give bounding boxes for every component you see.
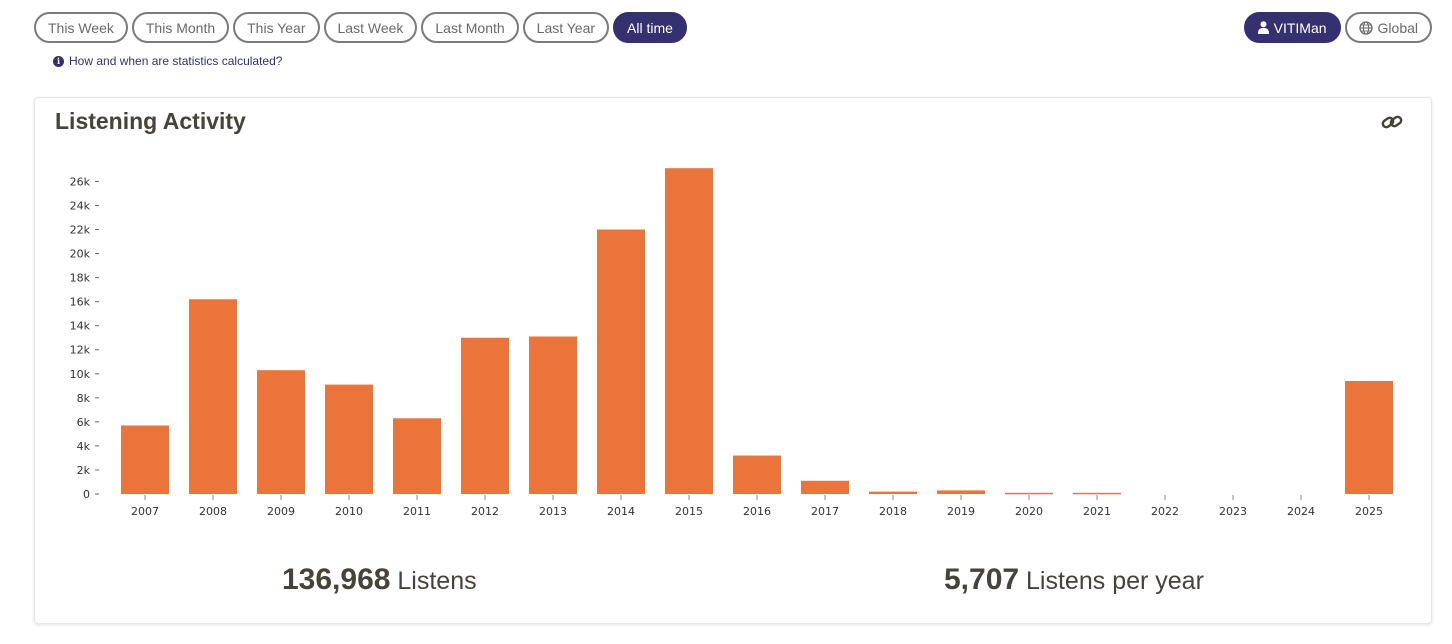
x-tick-label: 2008: [199, 505, 227, 518]
total-listens: 136,968 Listens: [282, 563, 477, 597]
y-tick-label: 20k: [70, 248, 91, 261]
range-last-month-button[interactable]: Last Month: [421, 12, 519, 43]
x-tick-label: 2011: [403, 505, 431, 518]
bar-2019[interactable]: [937, 490, 985, 494]
x-tick-label: 2025: [1355, 505, 1383, 518]
bar-2018[interactable]: [869, 491, 917, 494]
x-tick-label: 2020: [1015, 505, 1043, 518]
x-tick-label: 2007: [131, 505, 159, 518]
y-tick-label: 22k: [70, 224, 91, 237]
range-this-year-button[interactable]: This Year: [233, 12, 320, 43]
x-tick-label: 2023: [1219, 505, 1247, 518]
user-global-toggle: VITIMan Global: [1243, 12, 1432, 43]
range-last-week-button[interactable]: Last Week: [323, 12, 418, 43]
x-tick-label: 2017: [811, 505, 839, 518]
user-button-label: VITIMan: [1273, 19, 1327, 36]
y-tick-label: 4k: [77, 440, 91, 453]
info-icon: i: [53, 55, 64, 67]
listens-per-year: 5,707 Listens per year: [944, 563, 1204, 597]
listens-per-year-label: Listens per year: [1026, 567, 1204, 595]
bar-2014[interactable]: [597, 229, 645, 494]
bar-2013[interactable]: [529, 336, 577, 494]
x-tick-label: 2013: [539, 505, 567, 518]
y-tick-label: 18k: [70, 272, 91, 285]
x-tick-label: 2016: [743, 505, 771, 518]
bar-2007[interactable]: [121, 425, 169, 494]
range-this-week-button[interactable]: This Week: [34, 12, 128, 43]
x-tick-label: 2022: [1151, 505, 1179, 518]
listens-per-year-value: 5,707: [944, 563, 1020, 596]
x-tick-label: 2019: [947, 505, 975, 518]
y-tick-label: 26k: [70, 175, 91, 188]
total-listens-value: 136,968: [282, 563, 391, 596]
statistics-info-text: How and when are statistics calculated?: [69, 54, 283, 68]
bar-2009[interactable]: [257, 370, 305, 494]
bar-2010[interactable]: [325, 384, 373, 494]
link-icon[interactable]: [1381, 113, 1403, 136]
y-tick-label: 2k: [77, 464, 91, 477]
bar-2015[interactable]: [665, 168, 713, 494]
globe-icon: [1358, 20, 1373, 35]
bar-2012[interactable]: [461, 337, 509, 494]
bar-2020[interactable]: [1005, 492, 1053, 495]
y-tick-label: 24k: [70, 199, 91, 212]
y-tick-label: 12k: [70, 344, 91, 357]
y-tick-label: 8k: [77, 392, 91, 405]
global-button[interactable]: Global: [1344, 12, 1432, 43]
x-tick-label: 2021: [1083, 505, 1111, 518]
x-tick-label: 2015: [675, 505, 703, 518]
range-this-month-button[interactable]: This Month: [131, 12, 230, 43]
y-tick-label: 6k: [77, 416, 91, 429]
y-tick-label: 0: [83, 488, 90, 501]
card-title: Listening Activity: [55, 108, 246, 134]
global-button-label: Global: [1377, 19, 1418, 36]
bar-2021[interactable]: [1073, 492, 1121, 495]
x-tick-label: 2010: [335, 505, 363, 518]
bar-2008[interactable]: [189, 299, 237, 494]
bar-2011[interactable]: [393, 418, 441, 494]
statistics-info-link[interactable]: i How and when are statistics calculated…: [53, 54, 282, 68]
x-tick-label: 2009: [267, 505, 295, 518]
y-tick-label: 16k: [70, 296, 91, 309]
x-tick-label: 2014: [607, 505, 635, 518]
y-tick-label: 10k: [70, 368, 91, 381]
x-tick-label: 2024: [1287, 505, 1315, 518]
user-icon: [1257, 21, 1269, 34]
x-tick-label: 2012: [471, 505, 499, 518]
x-tick-label: 2018: [879, 505, 907, 518]
range-selector: This Week This Month This Year Last Week…: [34, 12, 687, 43]
listening-activity-card: Listening Activity 0 2k 4k 6k 8k 10k 12k 14k 16k…: [34, 97, 1432, 624]
user-button[interactable]: VITIMan: [1243, 12, 1341, 43]
y-tick-label: 14k: [70, 320, 91, 333]
total-listens-label: Listens: [397, 567, 477, 595]
bar-2025[interactable]: [1345, 380, 1393, 494]
range-last-year-button[interactable]: Last Year: [522, 12, 610, 43]
listening-activity-chart: 0 2k 4k 6k 8k 10k 12k 14k 16k 18k 20k 22k 24k 26k 2007…: [70, 168, 1393, 518]
bar-2017[interactable]: [801, 480, 849, 494]
range-all-time-button[interactable]: All time: [613, 12, 687, 43]
bar-2016[interactable]: [733, 455, 781, 494]
